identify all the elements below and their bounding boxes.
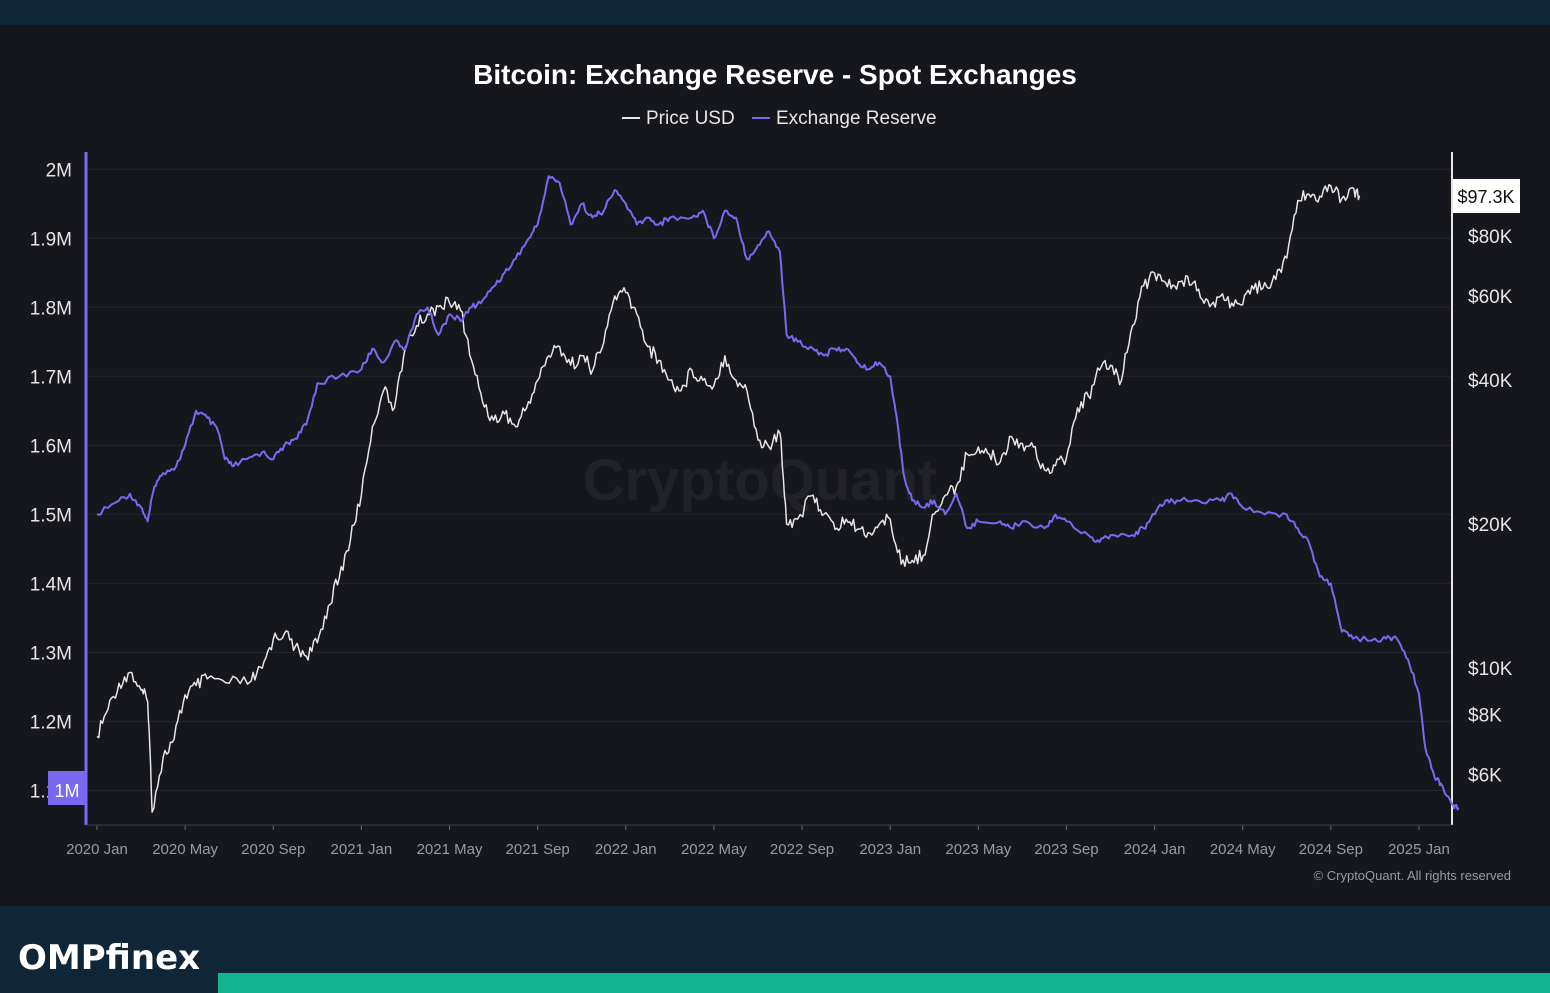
- right-tick-label: $8K: [1468, 706, 1502, 727]
- x-tick-label: 2022 Jan: [595, 841, 657, 858]
- top-frame-bar: [0, 0, 1550, 25]
- exchange-reserve-chart: Bitcoin: Exchange Reserve - Spot Exchang…: [30, 59, 1520, 883]
- copyright-notice: © CryptoQuant. All rights reserved: [1314, 868, 1511, 883]
- left-tick-label: 1.3M: [30, 643, 72, 664]
- left-axis-ticks: 2M1.9M1.8M1.7M1.6M1.5M1.4M1.3M1.2M1.1M: [30, 160, 72, 802]
- left-current-value-badge: 1M: [48, 771, 86, 805]
- x-tick-label: 2022 May: [681, 841, 747, 858]
- x-tick-label: 2024 Sep: [1299, 841, 1363, 858]
- right-current-value-text: $97.3K: [1457, 187, 1514, 207]
- x-tick-label: 2021 Sep: [506, 841, 570, 858]
- left-tick-label: 1.7M: [30, 367, 72, 388]
- legend: Price USD Exchange Reserve: [622, 108, 937, 129]
- right-tick-label: $60K: [1468, 287, 1513, 308]
- left-current-value-text: 1M: [54, 781, 79, 801]
- x-tick-label: 2020 Jan: [66, 841, 128, 858]
- x-axis-ticks: 2020 Jan 2020 May 2020 Sep 2021 Jan 2021 May…: [66, 825, 1450, 858]
- left-tick-label: 1.5M: [30, 505, 72, 526]
- accent-strip: [218, 973, 1550, 993]
- left-tick-label: 1.4M: [30, 574, 72, 595]
- x-tick-label: 2020 May: [152, 841, 218, 858]
- watermark: CryptoQuant: [583, 448, 937, 513]
- x-tick-label: 2021 May: [417, 841, 483, 858]
- right-tick-label: $10K: [1468, 659, 1513, 680]
- grid-lines: [86, 168, 1452, 791]
- legend-reserve-label[interactable]: Exchange Reserve: [776, 108, 937, 129]
- right-axis-ticks: $80K $60K $40K $20K $10K $8K $6K: [1468, 227, 1513, 786]
- x-tick-label: 2022 Sep: [770, 841, 834, 858]
- chart-title: Bitcoin: Exchange Reserve - Spot Exchang…: [473, 59, 1077, 90]
- x-tick-label: 2024 Jan: [1124, 841, 1186, 858]
- legend-price-label[interactable]: Price USD: [646, 108, 735, 129]
- right-tick-label: $40K: [1468, 371, 1513, 392]
- left-tick-label: 1.9M: [30, 229, 72, 250]
- right-tick-label: $6K: [1468, 765, 1502, 786]
- left-tick-label: 2M: [46, 160, 72, 181]
- chart-panel: Bitcoin: Exchange Reserve - Spot Exchang…: [0, 25, 1550, 906]
- right-tick-label: $80K: [1468, 227, 1513, 248]
- left-tick-label: 1.2M: [30, 712, 72, 733]
- ompfinex-logo: OMPfinex: [18, 938, 201, 978]
- x-tick-label: 2023 May: [945, 841, 1011, 858]
- left-tick-label: 1.6M: [30, 436, 72, 457]
- price-usd-line: [96, 183, 1361, 813]
- exchange-reserve-line: [96, 175, 1460, 811]
- right-current-value-badge: $97.3K: [1453, 179, 1520, 213]
- x-tick-label: 2021 Jan: [331, 841, 393, 858]
- x-tick-label: 2025 Jan: [1388, 841, 1450, 858]
- x-tick-label: 2024 May: [1210, 841, 1276, 858]
- x-tick-label: 2023 Sep: [1034, 841, 1098, 858]
- left-tick-label: 1.8M: [30, 298, 72, 319]
- x-tick-label: 2020 Sep: [241, 841, 305, 858]
- x-tick-label: 2023 Jan: [859, 841, 921, 858]
- right-tick-label: $20K: [1468, 515, 1513, 536]
